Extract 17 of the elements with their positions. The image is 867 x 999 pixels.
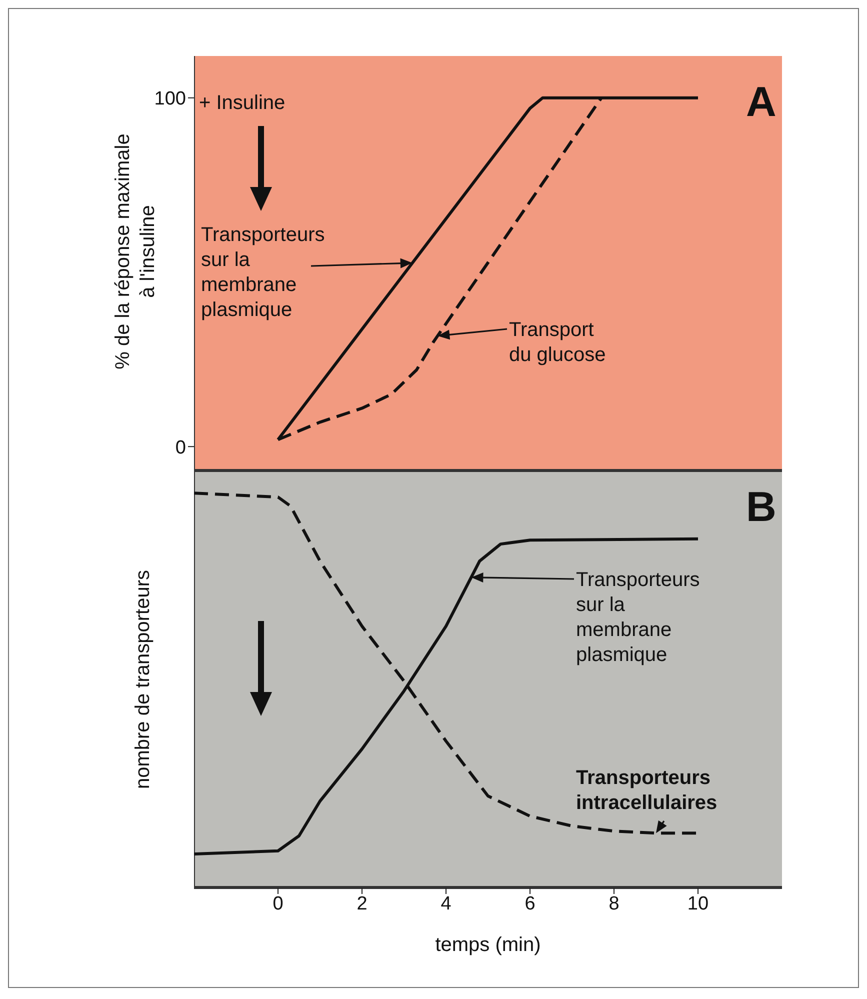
- x-tick-label: 8: [608, 893, 620, 914]
- annotation: + Insuline: [199, 92, 286, 114]
- x-tick-label: 2: [356, 893, 368, 914]
- annotation: B: [746, 483, 776, 530]
- x-tick-label: 10: [687, 893, 709, 914]
- series-label: Transporteurs intracellulaires: [576, 767, 718, 814]
- annotation: A: [746, 78, 776, 125]
- legend-label: Transport du glucose: [509, 319, 606, 366]
- x-tick-label: 4: [440, 893, 452, 914]
- y-axis-title: % de la réponse maximale à l'insuline: [112, 134, 159, 370]
- x-tick-label: 0: [272, 893, 284, 914]
- y-tick-label: 100: [154, 88, 186, 110]
- series-label: Transporteurs sur la membrane plasmique: [201, 224, 325, 321]
- series-label: Transporteurs sur la membrane plasmique: [576, 569, 700, 666]
- x-axis-title: temps (min): [435, 934, 541, 956]
- y-axis-title: nombre de transporteurs: [132, 570, 154, 790]
- x-tick-label: 6: [524, 893, 536, 914]
